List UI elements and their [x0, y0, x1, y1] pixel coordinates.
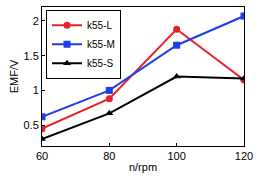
svg-text:n/rpm: n/rpm	[129, 161, 157, 173]
svg-text:1.5: 1.5	[24, 50, 39, 62]
svg-text:0.5: 0.5	[24, 119, 39, 131]
svg-text:120: 120	[235, 150, 253, 162]
svg-text:80: 80	[103, 150, 115, 162]
svg-text:EMF/V: EMF/V	[8, 59, 20, 93]
svg-text:2: 2	[33, 15, 39, 27]
svg-text:60: 60	[36, 150, 48, 162]
svg-text:1: 1	[33, 84, 39, 96]
svg-text:k55-L: k55-L	[87, 20, 112, 31]
svg-text:k55-M: k55-M	[87, 39, 115, 50]
svg-text:100: 100	[167, 150, 185, 162]
svg-text:k55-S: k55-S	[87, 58, 113, 69]
